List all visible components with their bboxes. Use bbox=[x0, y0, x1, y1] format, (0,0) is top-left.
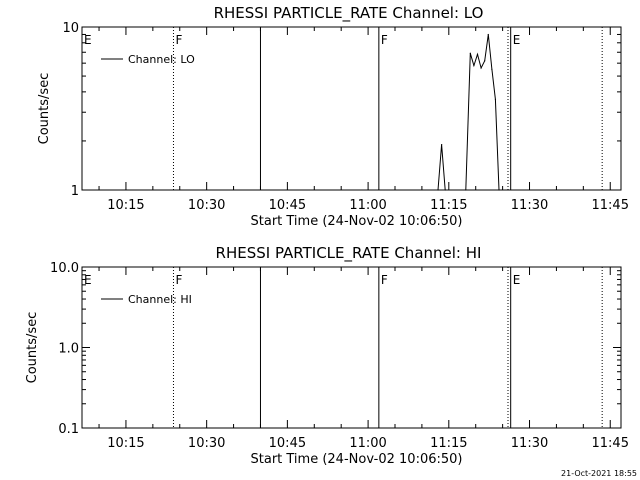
y-tick-label: 10.0 bbox=[50, 261, 79, 276]
panel-lo-channel: RHESSI PARTICLE_RATE Channel: LO 10:15 10:… bbox=[37, 4, 629, 229]
data-point bbox=[437, 189, 439, 191]
event-marker-label: E bbox=[84, 33, 92, 47]
x-tick-label: 11:30 bbox=[511, 436, 548, 451]
event-marker-label: F bbox=[381, 273, 388, 287]
y-tick-label: 1 bbox=[71, 184, 79, 199]
event-marker-label: E bbox=[84, 273, 92, 287]
x-tick-label: 11:00 bbox=[349, 198, 386, 213]
data-point bbox=[498, 189, 500, 191]
data-point bbox=[476, 53, 479, 55]
x-tick-label: 10:45 bbox=[269, 198, 306, 213]
data-point bbox=[469, 52, 471, 54]
legend-label: Channel: HI bbox=[128, 293, 192, 306]
series-line bbox=[437, 34, 500, 191]
x-tick-label: 11:15 bbox=[430, 198, 467, 213]
timestamp: 21-Oct-2021 18:55 bbox=[561, 469, 637, 478]
data-point bbox=[465, 189, 467, 191]
x-tick-label: 11:45 bbox=[592, 436, 629, 451]
y-axis-label: Counts/sec bbox=[25, 312, 40, 384]
x-tick-label: 11:45 bbox=[592, 198, 629, 213]
plot-frame bbox=[81, 26, 622, 191]
chart-title: RHESSI PARTICLE_RATE Channel: LO bbox=[214, 4, 484, 23]
x-axis-label: Start Time (24-Nov-02 10:06:50) bbox=[251, 452, 463, 467]
chart-title: RHESSI PARTICLE_RATE Channel: HI bbox=[216, 244, 482, 263]
x-tick-label: 10:30 bbox=[188, 436, 225, 451]
x-tick-label: 10:15 bbox=[107, 198, 144, 213]
data-point bbox=[473, 64, 475, 67]
data-point bbox=[487, 33, 489, 36]
event-marker-label: E bbox=[513, 273, 521, 287]
event-marker-label: F bbox=[175, 33, 182, 47]
y-tick-label: 0.1 bbox=[58, 422, 79, 437]
x-tick-label: 11:30 bbox=[511, 198, 548, 213]
data-point bbox=[491, 68, 493, 70]
event-marker-label: F bbox=[381, 33, 388, 47]
data-point bbox=[444, 189, 446, 191]
x-tick-label: 11:00 bbox=[349, 436, 386, 451]
y-tick-label: 10 bbox=[62, 21, 79, 36]
y-axis-label: Counts/sec bbox=[37, 73, 52, 145]
plot-frame bbox=[81, 266, 622, 429]
data-point bbox=[441, 143, 443, 146]
data-point bbox=[494, 98, 497, 100]
event-marker-label: E bbox=[513, 33, 521, 47]
y-tick-label: 1.0 bbox=[58, 342, 79, 357]
data-point bbox=[480, 67, 482, 69]
x-tick-label: 10:30 bbox=[188, 198, 225, 213]
x-axis-label: Start Time (24-Nov-02 10:06:50) bbox=[251, 214, 463, 229]
x-tick-label: 10:45 bbox=[269, 436, 306, 451]
panel-hi-channel: RHESSI PARTICLE_RATE Channel: HI 10:15 10:… bbox=[25, 244, 629, 467]
data-point bbox=[484, 60, 486, 62]
event-marker-label: F bbox=[175, 273, 182, 287]
x-tick-label: 10:15 bbox=[107, 436, 144, 451]
legend-label: Channel: LO bbox=[128, 53, 195, 66]
x-tick-label: 11:15 bbox=[430, 436, 467, 451]
